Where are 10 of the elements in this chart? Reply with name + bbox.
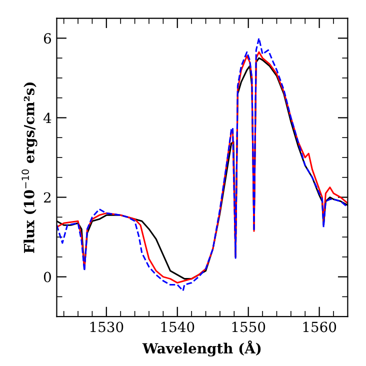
y-tick-label: 4 (43, 112, 52, 124)
x-tick-label: 1550 (232, 322, 266, 332)
y-tick-label: 0 (44, 272, 51, 282)
y-tick-label: 6 (44, 33, 51, 44)
x-tick-label: 1530 (90, 322, 124, 332)
x-tick-label: 1560 (303, 322, 336, 332)
x-axis-title: Wavelength (Å) (142, 340, 261, 356)
x-tick-label: 1540 (161, 322, 194, 332)
y-tick-label: 2 (44, 192, 51, 203)
y-axis-title: Flux (10$^{−10}$ ergs/cm²s) (22, 82, 38, 254)
